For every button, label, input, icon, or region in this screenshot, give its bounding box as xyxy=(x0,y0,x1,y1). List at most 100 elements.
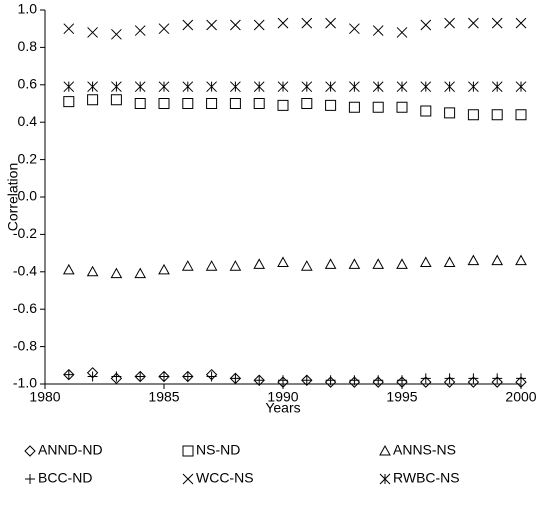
marker xyxy=(205,260,218,271)
marker xyxy=(492,373,503,384)
marker xyxy=(206,19,217,31)
marker xyxy=(63,23,75,35)
marker xyxy=(372,81,384,93)
marker xyxy=(396,81,408,93)
marker xyxy=(373,375,384,386)
marker xyxy=(63,81,75,93)
marker xyxy=(515,81,527,93)
marker xyxy=(87,81,98,93)
marker xyxy=(396,258,408,269)
marker xyxy=(515,17,527,29)
marker xyxy=(515,109,527,121)
marker xyxy=(443,376,456,388)
marker xyxy=(397,375,407,386)
marker xyxy=(467,376,480,388)
legend-symbol xyxy=(182,473,194,485)
y-axis-title: Correlation xyxy=(5,163,21,231)
y-tick-label: 0.0 xyxy=(18,188,38,204)
marker xyxy=(110,267,123,279)
marker xyxy=(325,17,336,29)
marker xyxy=(420,81,432,93)
marker xyxy=(491,17,503,29)
marker xyxy=(63,96,75,108)
y-tick-label: 0.8 xyxy=(18,38,38,54)
marker xyxy=(158,263,170,275)
x-tick-label: 2000 xyxy=(505,389,536,405)
marker xyxy=(134,267,147,279)
marker xyxy=(277,81,289,93)
marker xyxy=(491,81,503,93)
marker xyxy=(444,107,456,119)
y-tick-label: 0.6 xyxy=(18,76,38,92)
marker xyxy=(515,254,527,266)
marker xyxy=(301,17,313,29)
marker xyxy=(515,376,527,388)
y-tick-label: 0.4 xyxy=(18,113,38,129)
marker xyxy=(443,256,456,267)
marker xyxy=(420,373,431,384)
marker xyxy=(253,81,265,93)
marker xyxy=(444,81,455,93)
marker xyxy=(301,81,313,93)
legend-label: NS-ND xyxy=(196,442,240,458)
marker xyxy=(277,99,289,111)
marker xyxy=(491,109,503,121)
marker xyxy=(301,375,312,386)
marker xyxy=(230,19,241,31)
marker xyxy=(87,94,99,106)
marker xyxy=(349,375,360,386)
marker xyxy=(182,98,194,109)
marker xyxy=(348,101,360,113)
marker xyxy=(420,105,432,117)
marker xyxy=(516,373,526,384)
marker xyxy=(277,17,289,29)
legend-label: WCC-NS xyxy=(196,470,254,486)
marker xyxy=(324,258,337,269)
marker xyxy=(348,258,361,269)
marker xyxy=(206,371,217,382)
y-tick-label: 1.0 xyxy=(18,1,38,17)
legend-symbol xyxy=(379,444,391,456)
legend-label: ANNS-NS xyxy=(393,442,456,458)
x-tick-label: 1995 xyxy=(386,389,417,405)
marker xyxy=(62,263,75,275)
marker xyxy=(468,17,479,29)
marker xyxy=(300,260,313,271)
marker xyxy=(230,373,241,384)
marker xyxy=(87,27,98,38)
marker xyxy=(372,258,385,269)
marker xyxy=(206,98,218,109)
x-tick-label: 1985 xyxy=(148,389,179,405)
marker xyxy=(444,17,455,29)
marker xyxy=(468,81,479,93)
marker xyxy=(349,81,360,93)
marker xyxy=(158,81,170,93)
marker xyxy=(158,23,170,35)
marker xyxy=(229,98,241,109)
y-tick-label: -0.6 xyxy=(13,300,37,316)
marker xyxy=(111,81,122,93)
marker xyxy=(253,258,266,269)
marker xyxy=(158,98,170,109)
marker xyxy=(491,376,503,388)
legend-symbol xyxy=(25,474,35,484)
marker xyxy=(372,25,384,36)
marker xyxy=(206,81,217,93)
marker xyxy=(63,369,74,380)
marker xyxy=(111,28,122,40)
marker xyxy=(134,98,146,109)
legend-symbol xyxy=(379,473,391,485)
y-tick-label: -0.2 xyxy=(13,225,37,241)
y-tick-label: 0.2 xyxy=(18,150,38,166)
legend-symbol xyxy=(24,445,36,457)
marker xyxy=(444,373,455,384)
legend-label: ANND-ND xyxy=(38,442,103,458)
legend-symbol xyxy=(182,445,194,457)
marker xyxy=(349,23,360,35)
marker xyxy=(467,109,479,121)
marker xyxy=(325,99,337,111)
marker xyxy=(420,376,432,388)
legend-label: BCC-ND xyxy=(38,470,92,486)
marker xyxy=(134,25,146,36)
